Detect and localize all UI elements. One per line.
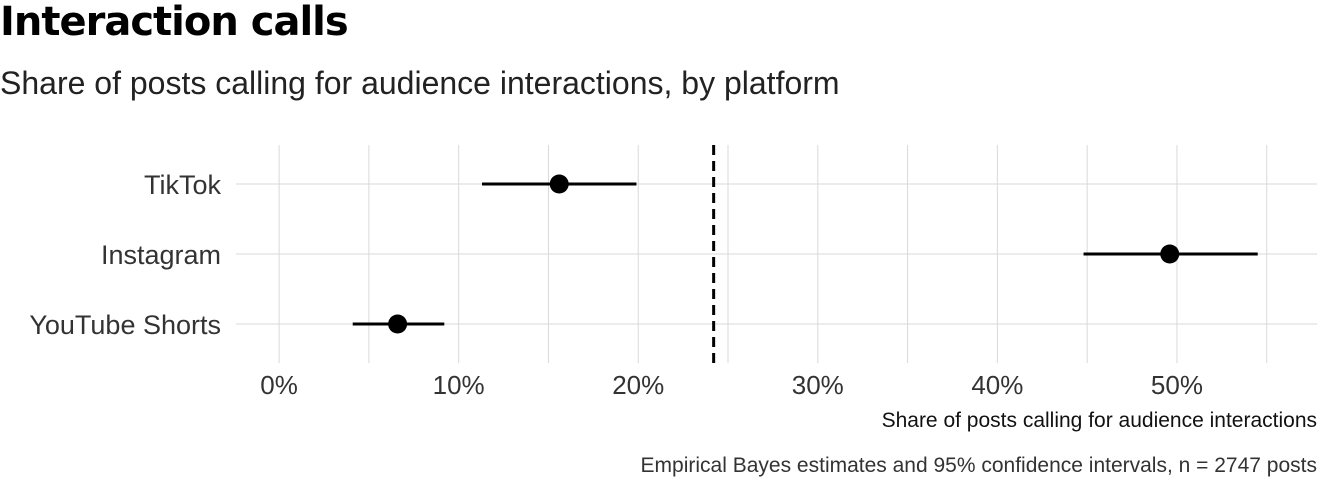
y-axis-label: Instagram: [101, 240, 221, 270]
x-axis-tick-label: 40%: [971, 370, 1023, 400]
chart-subtitle: Share of posts calling for audience inte…: [0, 65, 840, 101]
chart-title: Interaction calls: [0, 0, 349, 45]
x-axis-tick-label: 30%: [792, 370, 844, 400]
data-marks: [352, 174, 1258, 334]
y-axis-labels: TikTok Instagram YouTube Shorts: [29, 170, 221, 340]
point-estimate: [1160, 244, 1180, 264]
x-axis-title: Share of posts calling for audience inte…: [882, 409, 1317, 432]
x-axis-tick-labels: 0% 10% 20% 30% 40% 50%: [260, 370, 1203, 400]
point-estimate: [388, 314, 408, 334]
point-estimate: [549, 174, 569, 194]
chart-caption: Empirical Bayes estimates and 95% confid…: [640, 454, 1317, 477]
x-axis-tick-label: 20%: [612, 370, 664, 400]
y-axis-label: YouTube Shorts: [29, 310, 221, 340]
y-axis-label: TikTok: [144, 170, 222, 200]
x-axis-tick-label: 50%: [1151, 370, 1203, 400]
x-axis-tick-label: 10%: [433, 370, 485, 400]
x-axis-tick-label: 0%: [260, 370, 298, 400]
